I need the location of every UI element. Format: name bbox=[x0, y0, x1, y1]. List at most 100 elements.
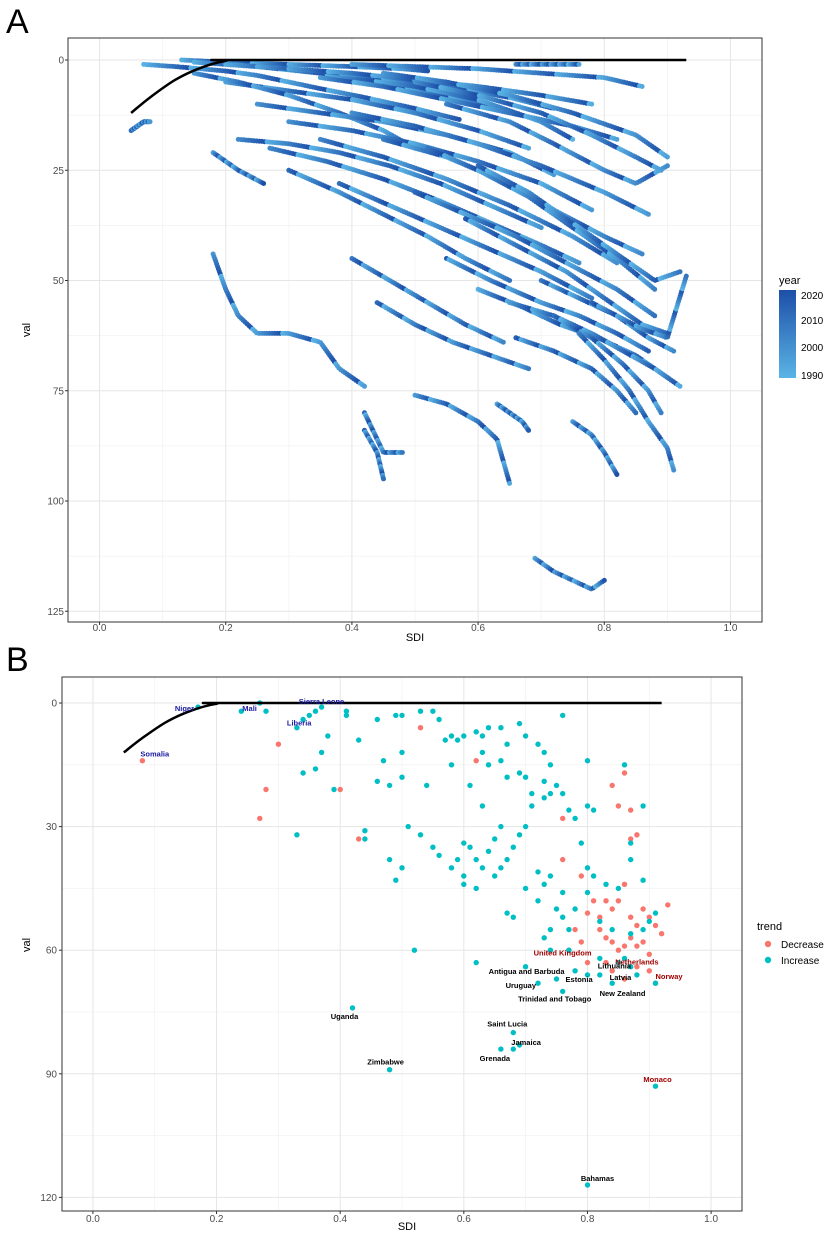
panelB-point-increase bbox=[430, 708, 436, 714]
panelA-point bbox=[639, 84, 645, 89]
panelA-legend-title: year bbox=[779, 275, 801, 287]
panelA-point bbox=[526, 145, 532, 151]
panelB-country-label: Antigua and Barbuda bbox=[489, 967, 566, 976]
panelA-point bbox=[677, 383, 683, 389]
panelB-point-increase bbox=[572, 815, 578, 822]
panelB-point-decrease bbox=[275, 741, 282, 747]
panelB-point-increase bbox=[609, 926, 615, 933]
panelB-country-label: Mali bbox=[242, 704, 257, 713]
panelB-x-axis-title: SDI bbox=[398, 1221, 416, 1233]
panelB-point-increase bbox=[634, 972, 640, 978]
panelB-point-increase bbox=[504, 856, 510, 863]
panelB-point-increase bbox=[498, 725, 504, 731]
panelB-point-increase bbox=[294, 832, 300, 838]
panelB-point-increase bbox=[485, 762, 492, 768]
x-tick-label: 0.8 bbox=[597, 623, 611, 634]
panelB-point-increase bbox=[516, 770, 523, 776]
panelB-point-increase bbox=[652, 1083, 659, 1089]
panelB-point-increase bbox=[424, 782, 430, 789]
panelB-country-label: Liberia bbox=[287, 719, 312, 728]
panelB-point-increase bbox=[362, 828, 368, 834]
panelB-country-label: Uruguay bbox=[506, 981, 537, 990]
panelB-point-increase bbox=[362, 836, 368, 842]
panelB-point-decrease bbox=[615, 947, 622, 953]
panelB-point-increase bbox=[522, 774, 529, 780]
panelB-point-increase bbox=[560, 914, 566, 920]
panelA-point bbox=[614, 472, 620, 477]
panelB-point-decrease bbox=[139, 758, 146, 764]
panelB-point-increase bbox=[597, 955, 603, 962]
panelB-point-increase bbox=[535, 898, 541, 904]
panelB-point-decrease bbox=[590, 898, 597, 904]
panelA-point bbox=[664, 154, 670, 160]
y-tick-label: 120 bbox=[40, 1193, 57, 1204]
panelB-point-increase bbox=[529, 790, 535, 797]
panelB-point-increase bbox=[572, 906, 578, 912]
panelA-point bbox=[526, 366, 532, 372]
x-tick-label: 0.2 bbox=[210, 1214, 224, 1225]
panelB-point-increase bbox=[306, 712, 312, 719]
panelB-point-decrease bbox=[615, 803, 622, 809]
panelB-point-increase bbox=[504, 741, 510, 747]
panelB-point-increase bbox=[628, 931, 634, 937]
panelA-point bbox=[683, 273, 689, 279]
panelA-point bbox=[633, 410, 639, 416]
panelB-point-increase bbox=[263, 708, 269, 714]
panelB-point-increase bbox=[628, 840, 634, 846]
panelB-point-increase bbox=[560, 988, 566, 995]
panelB-point-decrease bbox=[263, 786, 269, 793]
panelA-point bbox=[652, 286, 658, 292]
panelB-country-label: Jamaica bbox=[511, 1038, 541, 1047]
panelB-country-label: Lithuania bbox=[598, 962, 632, 971]
panelB-country-label: Uganda bbox=[331, 1012, 359, 1021]
panelB-point-increase bbox=[553, 976, 560, 982]
panelB-point-increase bbox=[473, 856, 479, 863]
panelA-colorbar-tick: 2000 bbox=[801, 343, 824, 354]
panelB-point-increase bbox=[572, 968, 578, 974]
panelB-point-increase bbox=[386, 782, 393, 789]
panelA-point bbox=[261, 181, 267, 186]
panelB-point-increase bbox=[510, 914, 516, 920]
panelA-point bbox=[589, 207, 595, 213]
panelB-legend-swatch-increase bbox=[764, 956, 772, 964]
panelB-point-increase bbox=[492, 836, 498, 842]
panelB-point-increase bbox=[479, 803, 486, 809]
y-tick-label: 0 bbox=[51, 699, 57, 710]
panelB-country-label: Bahamas bbox=[581, 1174, 614, 1183]
panelB-country-label: Trinidad and Tobago bbox=[518, 994, 592, 1003]
panelA-colorbar-tick: 1990 bbox=[801, 371, 824, 382]
panelA-point bbox=[601, 577, 607, 583]
panelB-point-increase bbox=[553, 906, 560, 912]
y-tick-label: 60 bbox=[46, 946, 58, 957]
panelB-point-increase bbox=[516, 832, 523, 838]
panelB-country-label: New Zealand bbox=[600, 989, 646, 998]
x-tick-label: 0.0 bbox=[86, 1214, 100, 1225]
panelB-point-increase bbox=[461, 881, 467, 887]
panelB-point-increase bbox=[479, 749, 486, 756]
panelB-point-increase bbox=[430, 844, 436, 850]
panelB-point-increase bbox=[547, 873, 554, 879]
panelB-point-increase bbox=[628, 856, 634, 863]
svg-text:A: A bbox=[6, 3, 29, 41]
panelB-point-increase bbox=[461, 840, 467, 846]
x-tick-label: 0.6 bbox=[457, 1214, 471, 1225]
panelB-point-increase bbox=[510, 1046, 516, 1052]
panelB-point-decrease bbox=[609, 906, 615, 912]
panelB-point-increase bbox=[560, 712, 566, 719]
x-tick-label: 0.4 bbox=[333, 1214, 347, 1225]
y-tick-label: 30 bbox=[46, 822, 58, 833]
panelB-point-increase bbox=[547, 926, 554, 933]
svg-text:B: B bbox=[6, 641, 29, 679]
panelB-point-decrease bbox=[658, 931, 665, 937]
panelB-point-increase bbox=[529, 803, 535, 809]
panelA-point bbox=[500, 339, 506, 345]
y-tick-label: 25 bbox=[53, 166, 65, 177]
panelB-country-label: Somalia bbox=[140, 750, 170, 759]
panelB-point-increase bbox=[479, 733, 486, 739]
panelB-point-increase bbox=[522, 823, 529, 830]
panelB-point-decrease bbox=[578, 873, 584, 879]
panelB-point-increase bbox=[448, 733, 455, 739]
panelB-point-increase bbox=[473, 729, 479, 735]
panelB-point-decrease bbox=[621, 881, 628, 887]
